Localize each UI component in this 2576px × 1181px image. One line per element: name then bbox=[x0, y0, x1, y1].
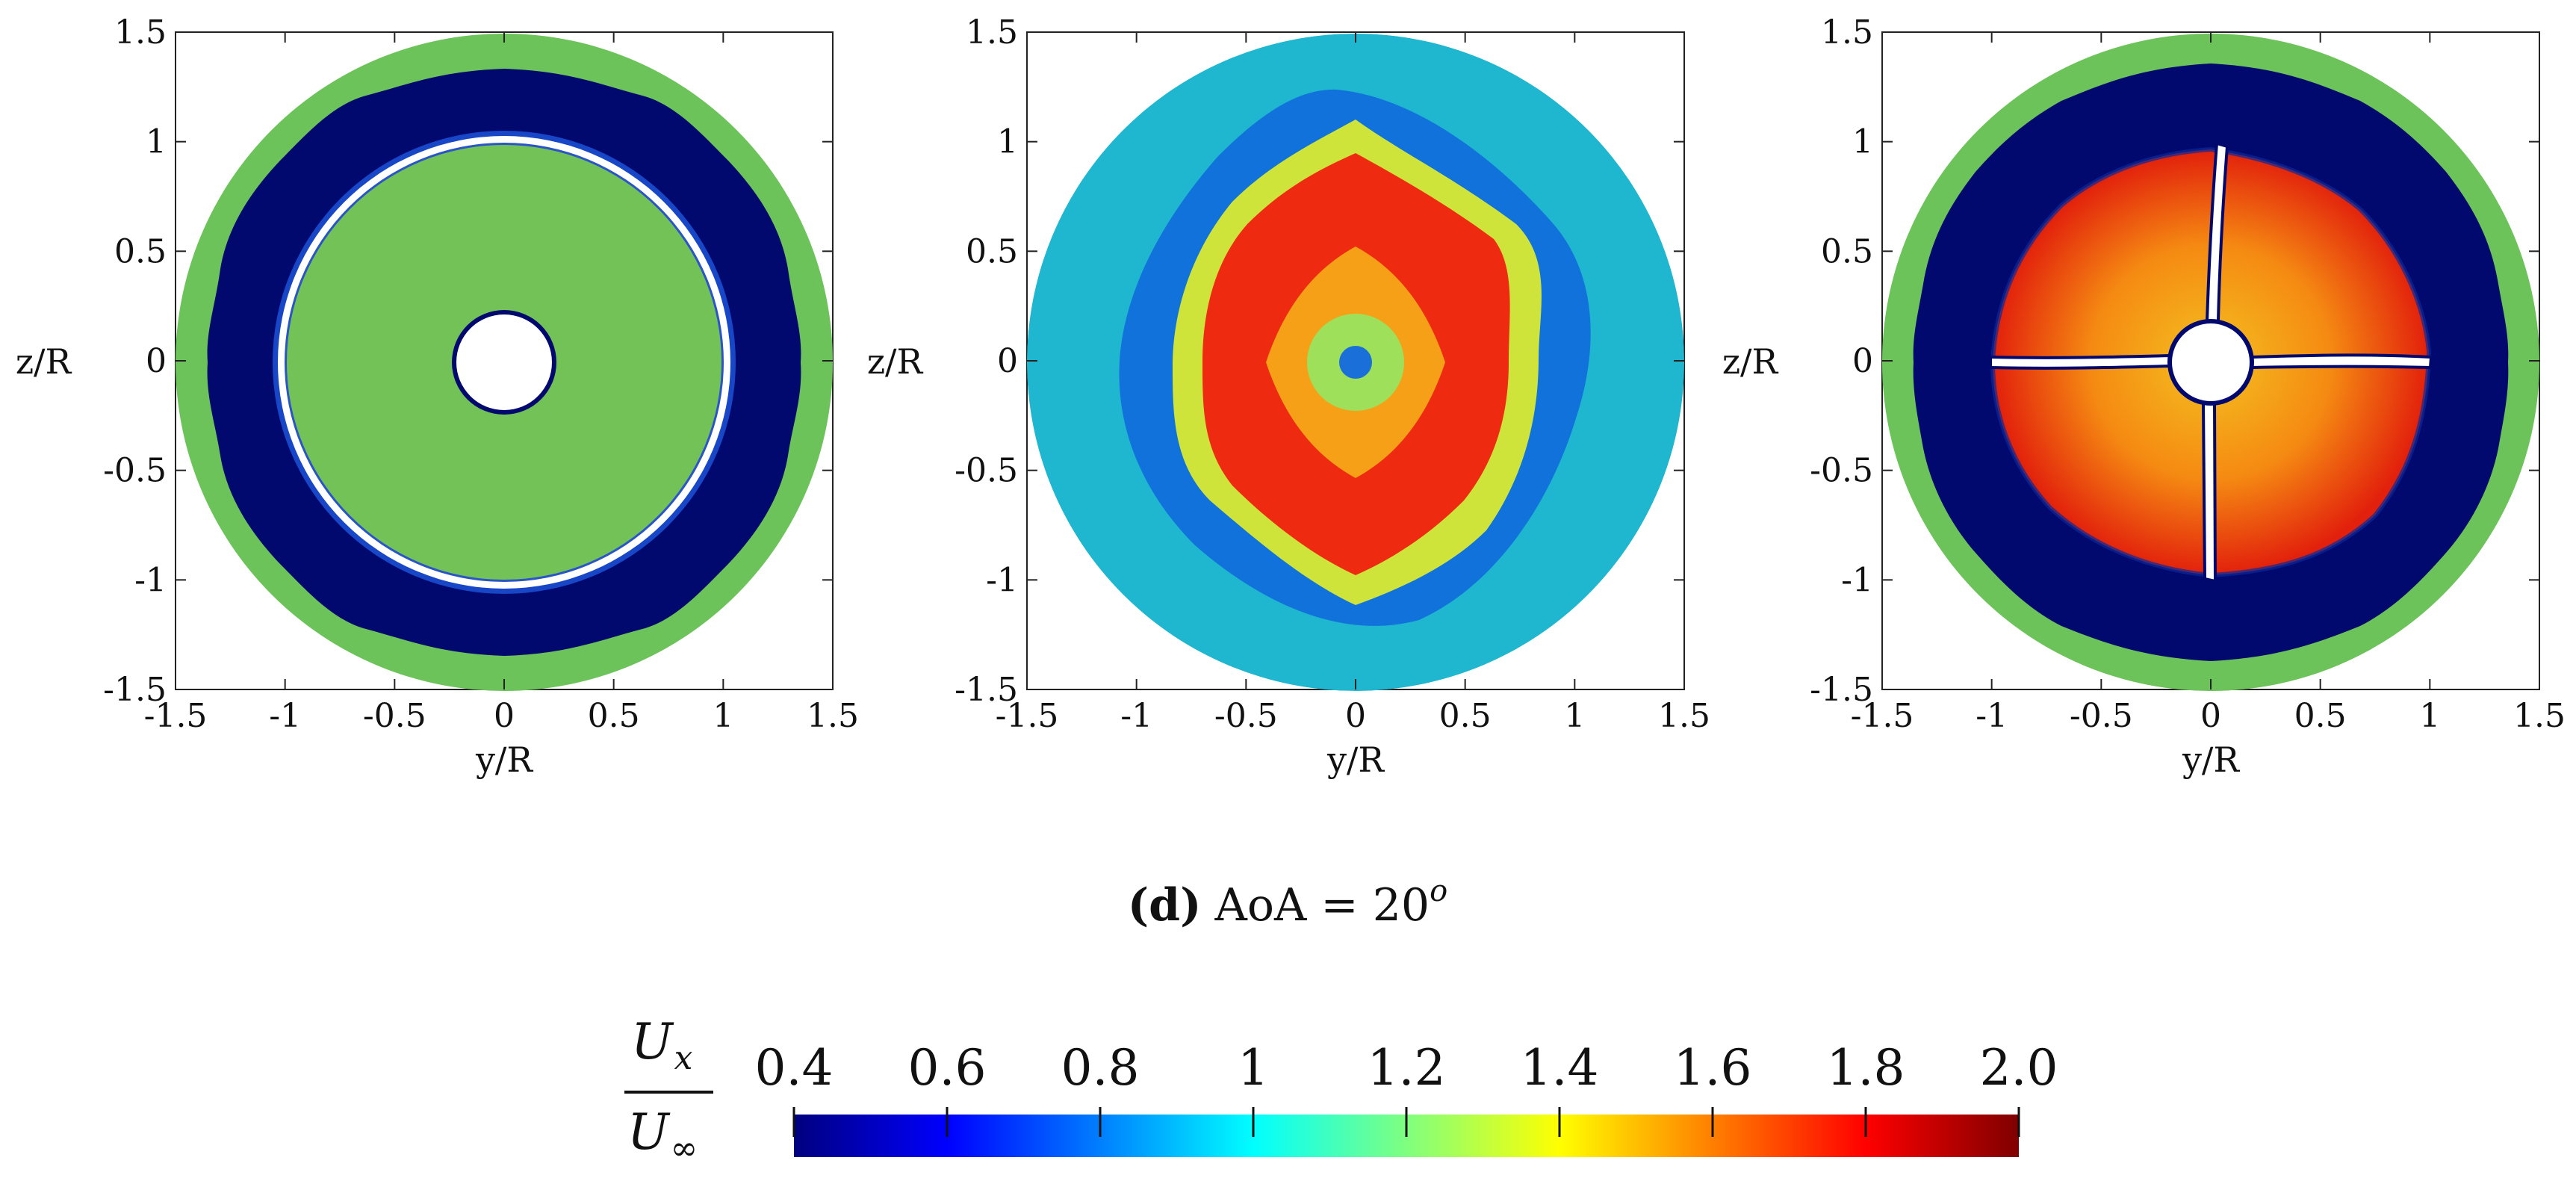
colorbar-tick-label: 2.0 bbox=[1980, 1039, 2058, 1097]
panel-1-ylabel: z/R bbox=[16, 341, 72, 382]
x-tick-label: 1 bbox=[2419, 697, 2440, 735]
colorbar-tick-label: 1.4 bbox=[1521, 1039, 1599, 1097]
panel-2: -1.5 -1 -0.5 0 0.5 1 1.5 1.5 1 0.5 0 -0.5 -1 -1.5 y/… bbox=[867, 13, 1710, 780]
x-tick-label: -1 bbox=[269, 697, 301, 735]
y-tick-label: 0.5 bbox=[1821, 232, 1873, 270]
y-tick-label: -1 bbox=[986, 561, 1018, 599]
y-tick-label: 1.5 bbox=[1821, 13, 1873, 52]
panel-3-xlabel: y/R bbox=[2182, 740, 2240, 780]
x-tick-label: 1 bbox=[713, 697, 733, 735]
caption-superscript: o bbox=[1430, 874, 1447, 908]
panel-1: -1.5 -1 -0.5 0 0.5 1 1.5 1.5 1 0.5 0 -0.5 -1 -1.5 y/… bbox=[16, 13, 859, 780]
panel-1-heatmap bbox=[176, 34, 833, 691]
colorbar-denominator: U∞ bbox=[627, 1103, 698, 1168]
x-tick-label: -0.5 bbox=[1214, 697, 1278, 735]
y-tick-label: 0 bbox=[1852, 342, 1873, 380]
x-tick-label: 0.5 bbox=[2294, 697, 2347, 735]
colorbar: Ux U∞ 0.4 0.6 0.8 1 1.2 1.4 1.6 1.8 2.0 bbox=[624, 1013, 2058, 1168]
x-tick-label: 0 bbox=[1345, 697, 1366, 735]
y-tick-label: -0.5 bbox=[955, 452, 1018, 490]
panel-1-x-ticks: -1.5 -1 -0.5 0 0.5 1 1.5 bbox=[144, 32, 859, 735]
caption-body: AoA = 20 bbox=[1214, 879, 1430, 932]
colorbar-tick-label: 1 bbox=[1238, 1039, 1269, 1097]
panel-3-blades bbox=[1989, 141, 2433, 583]
panel-3-blade-left bbox=[1989, 353, 2171, 370]
caption-text: (d) AoA = 20o bbox=[1128, 874, 1447, 932]
panel-3-blade-bottom bbox=[2201, 402, 2217, 583]
panel-3-heatmap bbox=[1882, 34, 2539, 691]
y-tick-label: 0.5 bbox=[114, 232, 167, 270]
panel-2-ylabel: z/R bbox=[867, 341, 924, 382]
y-tick-label: 0.5 bbox=[966, 232, 1018, 270]
colorbar-label: Ux U∞ bbox=[624, 1013, 713, 1168]
x-tick-label: 0.5 bbox=[1439, 697, 1492, 735]
x-tick-label: -1.5 bbox=[1851, 697, 1914, 735]
x-tick-label: -0.5 bbox=[363, 697, 426, 735]
panel-3-x-ticks: -1.5 -1 -0.5 0 0.5 1 1.5 bbox=[1851, 32, 2566, 735]
x-tick-label: -1.5 bbox=[996, 697, 1059, 735]
x-tick-label: 0.5 bbox=[588, 697, 640, 735]
panel-1-xlabel: y/R bbox=[475, 740, 533, 780]
panel-3-blade-top bbox=[2205, 141, 2229, 323]
colorbar-tick-label: 0.6 bbox=[908, 1039, 987, 1097]
x-tick-label: 1.5 bbox=[2513, 697, 2566, 735]
colorbar-numerator: Ux bbox=[631, 1013, 693, 1077]
y-tick-label: -1 bbox=[134, 561, 167, 599]
y-tick-label: 1 bbox=[1852, 123, 1873, 161]
panel-2-x-ticks: -1.5 -1 -0.5 0 0.5 1 1.5 bbox=[996, 32, 1710, 735]
colorbar-tick-label: 1.6 bbox=[1674, 1039, 1752, 1097]
colorbar-tick-label: 0.8 bbox=[1061, 1039, 1140, 1097]
x-tick-label: 1 bbox=[1564, 697, 1585, 735]
panel-3-y-ticks: 1.5 1 0.5 0 -0.5 -1 -1.5 bbox=[1810, 13, 2539, 709]
y-tick-label: -1.5 bbox=[1810, 671, 1873, 709]
x-tick-label: 0 bbox=[2200, 697, 2221, 735]
y-tick-label: 0 bbox=[997, 342, 1018, 380]
y-tick-label: -1.5 bbox=[955, 671, 1018, 709]
colorbar-tick-label: 0.4 bbox=[755, 1039, 834, 1097]
x-tick-label: 1.5 bbox=[807, 697, 859, 735]
y-tick-label: 1.5 bbox=[966, 13, 1018, 52]
y-tick-label: 1 bbox=[146, 123, 167, 161]
y-tick-label: -0.5 bbox=[1810, 452, 1873, 490]
y-tick-label: -1.5 bbox=[103, 671, 167, 709]
x-tick-label: 0 bbox=[494, 697, 515, 735]
panel-3: -1.5 -1 -0.5 0 0.5 1 1.5 1.5 1 0.5 0 -0.5 -1 -1.5 y/… bbox=[1722, 13, 2566, 780]
panel-3-ylabel: z/R bbox=[1722, 341, 1779, 382]
y-tick-label: 0 bbox=[146, 342, 167, 380]
y-tick-label: 1.5 bbox=[114, 13, 167, 52]
panel-3-blade-right bbox=[2250, 353, 2433, 370]
panel-2-heatmap bbox=[1027, 34, 1684, 691]
colorbar-tick-label: 1.8 bbox=[1827, 1039, 1905, 1097]
colorbar-tick-label: 1.2 bbox=[1368, 1039, 1446, 1097]
caption-letter: (d) bbox=[1128, 879, 1202, 932]
caption: (d) AoA = 20o bbox=[1128, 874, 1447, 932]
panel-2-y-ticks: 1.5 1 0.5 0 -0.5 -1 -1.5 bbox=[955, 13, 1684, 709]
colorbar-ticks: 0.4 0.6 0.8 1 1.2 1.4 1.6 1.8 2.0 bbox=[755, 1039, 2058, 1137]
x-tick-label: -1 bbox=[1976, 697, 2008, 735]
x-tick-label: 1.5 bbox=[1658, 697, 1710, 735]
panel-1-y-ticks: 1.5 1 0.5 0 -0.5 -1 -1.5 bbox=[103, 13, 833, 709]
y-tick-label: -0.5 bbox=[103, 452, 167, 490]
y-tick-label: 1 bbox=[997, 123, 1018, 161]
x-tick-label: -1 bbox=[1120, 697, 1152, 735]
x-tick-label: -0.5 bbox=[2070, 697, 2133, 735]
panel-2-xlabel: y/R bbox=[1326, 740, 1385, 780]
x-tick-label: -1.5 bbox=[144, 697, 208, 735]
y-tick-label: -1 bbox=[1841, 561, 1873, 599]
